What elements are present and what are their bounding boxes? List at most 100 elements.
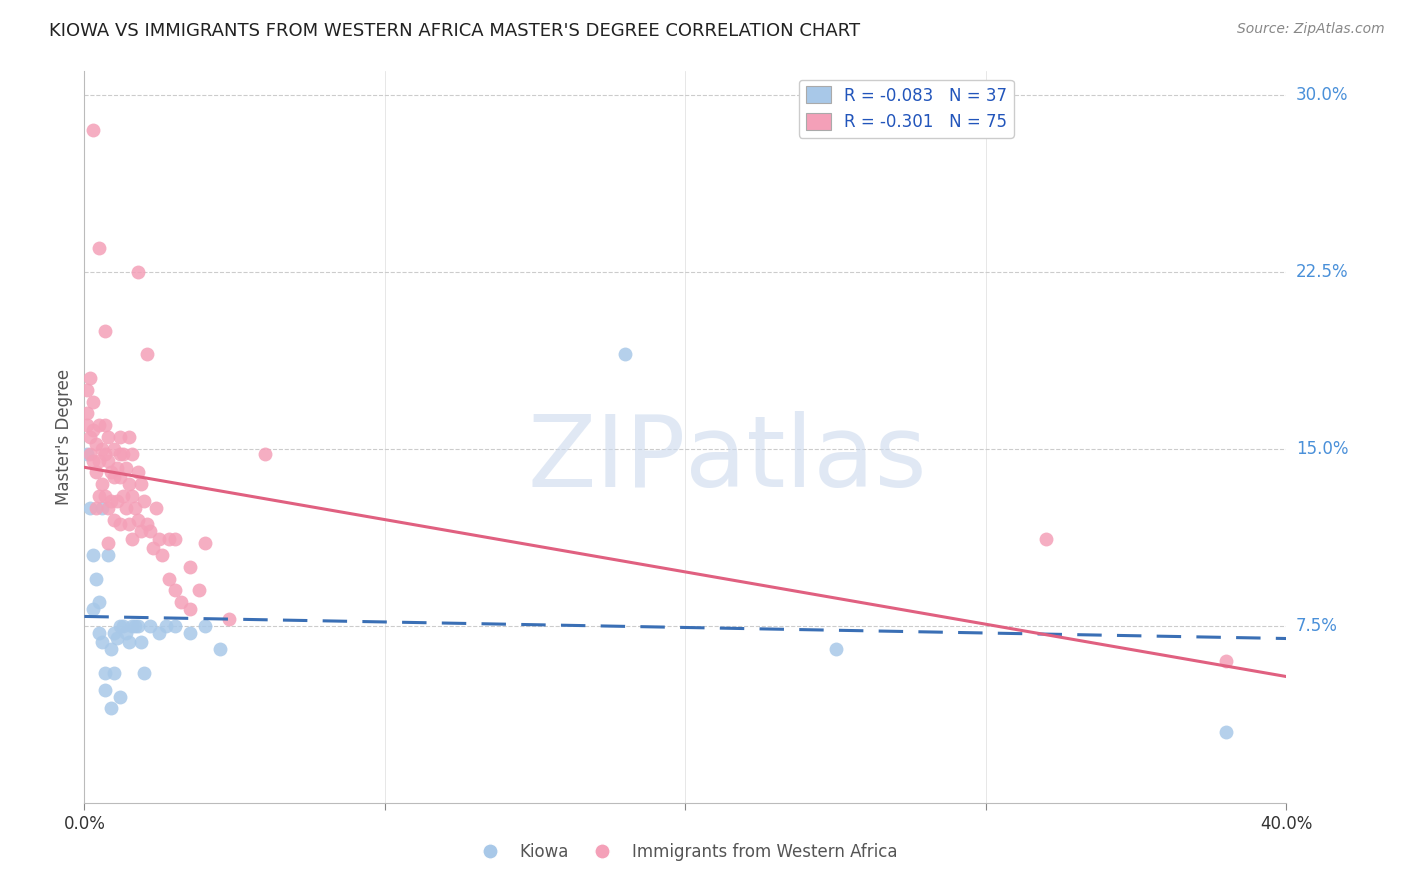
Point xyxy=(118,517,141,532)
Point xyxy=(112,489,135,503)
Point xyxy=(107,631,129,645)
Point xyxy=(89,453,111,467)
Point xyxy=(139,619,162,633)
Point xyxy=(134,666,156,681)
Point xyxy=(86,572,108,586)
Point xyxy=(614,347,637,361)
Point xyxy=(152,548,174,562)
Point xyxy=(79,371,101,385)
Point xyxy=(100,466,122,480)
Point xyxy=(79,500,101,515)
Point xyxy=(110,430,132,444)
Point xyxy=(124,619,146,633)
Point xyxy=(121,532,143,546)
Point xyxy=(82,123,104,137)
Point xyxy=(86,500,108,515)
Point xyxy=(94,418,117,433)
Point xyxy=(103,470,125,484)
Point xyxy=(100,642,122,657)
Point xyxy=(76,407,98,421)
Point xyxy=(131,635,153,649)
Point xyxy=(103,626,125,640)
Point xyxy=(118,430,141,444)
Point xyxy=(76,418,98,433)
Text: KIOWA VS IMMIGRANTS FROM WESTERN AFRICA MASTER'S DEGREE CORRELATION CHART: KIOWA VS IMMIGRANTS FROM WESTERN AFRICA … xyxy=(49,22,860,40)
Point xyxy=(82,423,104,437)
Point xyxy=(136,347,159,361)
Point xyxy=(110,447,132,461)
Point xyxy=(86,437,108,451)
Point xyxy=(112,447,135,461)
Point xyxy=(91,635,114,649)
Point xyxy=(139,524,162,539)
Point xyxy=(115,500,138,515)
Text: 15.0%: 15.0% xyxy=(1296,440,1348,458)
Point xyxy=(1215,725,1237,739)
Point xyxy=(187,583,209,598)
Text: ZIP: ZIP xyxy=(527,410,686,508)
Point xyxy=(824,642,846,657)
Point xyxy=(110,619,132,633)
Point xyxy=(208,642,231,657)
Point xyxy=(91,477,114,491)
Point xyxy=(127,466,149,480)
Point xyxy=(97,430,120,444)
Point xyxy=(94,682,117,697)
Point xyxy=(82,548,104,562)
Point xyxy=(1215,654,1237,668)
Point xyxy=(179,559,201,574)
Point xyxy=(121,489,143,503)
Point xyxy=(118,635,141,649)
Point xyxy=(155,619,177,633)
Point xyxy=(94,447,117,461)
Point xyxy=(86,466,108,480)
Point xyxy=(115,626,138,640)
Point xyxy=(157,572,180,586)
Text: 30.0%: 30.0% xyxy=(1296,86,1348,104)
Point xyxy=(103,442,125,456)
Point xyxy=(100,493,122,508)
Point xyxy=(107,493,129,508)
Point xyxy=(134,493,156,508)
Point xyxy=(142,541,165,555)
Point xyxy=(89,626,111,640)
Point xyxy=(131,524,153,539)
Point xyxy=(89,418,111,433)
Text: atlas: atlas xyxy=(686,410,927,508)
Point xyxy=(112,619,135,633)
Point xyxy=(163,583,186,598)
Point xyxy=(127,513,149,527)
Point xyxy=(94,666,117,681)
Point xyxy=(1035,532,1057,546)
Point xyxy=(82,602,104,616)
Point xyxy=(145,500,167,515)
Point xyxy=(127,265,149,279)
Point xyxy=(97,548,120,562)
Point xyxy=(110,470,132,484)
Point xyxy=(100,701,122,715)
Point xyxy=(163,532,186,546)
Point xyxy=(89,489,111,503)
Point xyxy=(110,517,132,532)
Point xyxy=(91,500,114,515)
Point xyxy=(218,612,240,626)
Point xyxy=(103,513,125,527)
Point xyxy=(82,453,104,467)
Point xyxy=(76,383,98,397)
Point xyxy=(148,626,170,640)
Point xyxy=(89,241,111,255)
Point xyxy=(110,690,132,704)
Point xyxy=(136,517,159,532)
Point xyxy=(89,595,111,609)
Point xyxy=(148,532,170,546)
Point xyxy=(194,536,217,550)
Point xyxy=(91,442,114,456)
Point xyxy=(94,489,117,503)
Text: 7.5%: 7.5% xyxy=(1296,617,1339,635)
Point xyxy=(157,532,180,546)
Y-axis label: Master's Degree: Master's Degree xyxy=(55,369,73,505)
Point xyxy=(115,460,138,475)
Point xyxy=(103,666,125,681)
Legend: Kiowa, Immigrants from Western Africa: Kiowa, Immigrants from Western Africa xyxy=(467,837,904,868)
Point xyxy=(127,619,149,633)
